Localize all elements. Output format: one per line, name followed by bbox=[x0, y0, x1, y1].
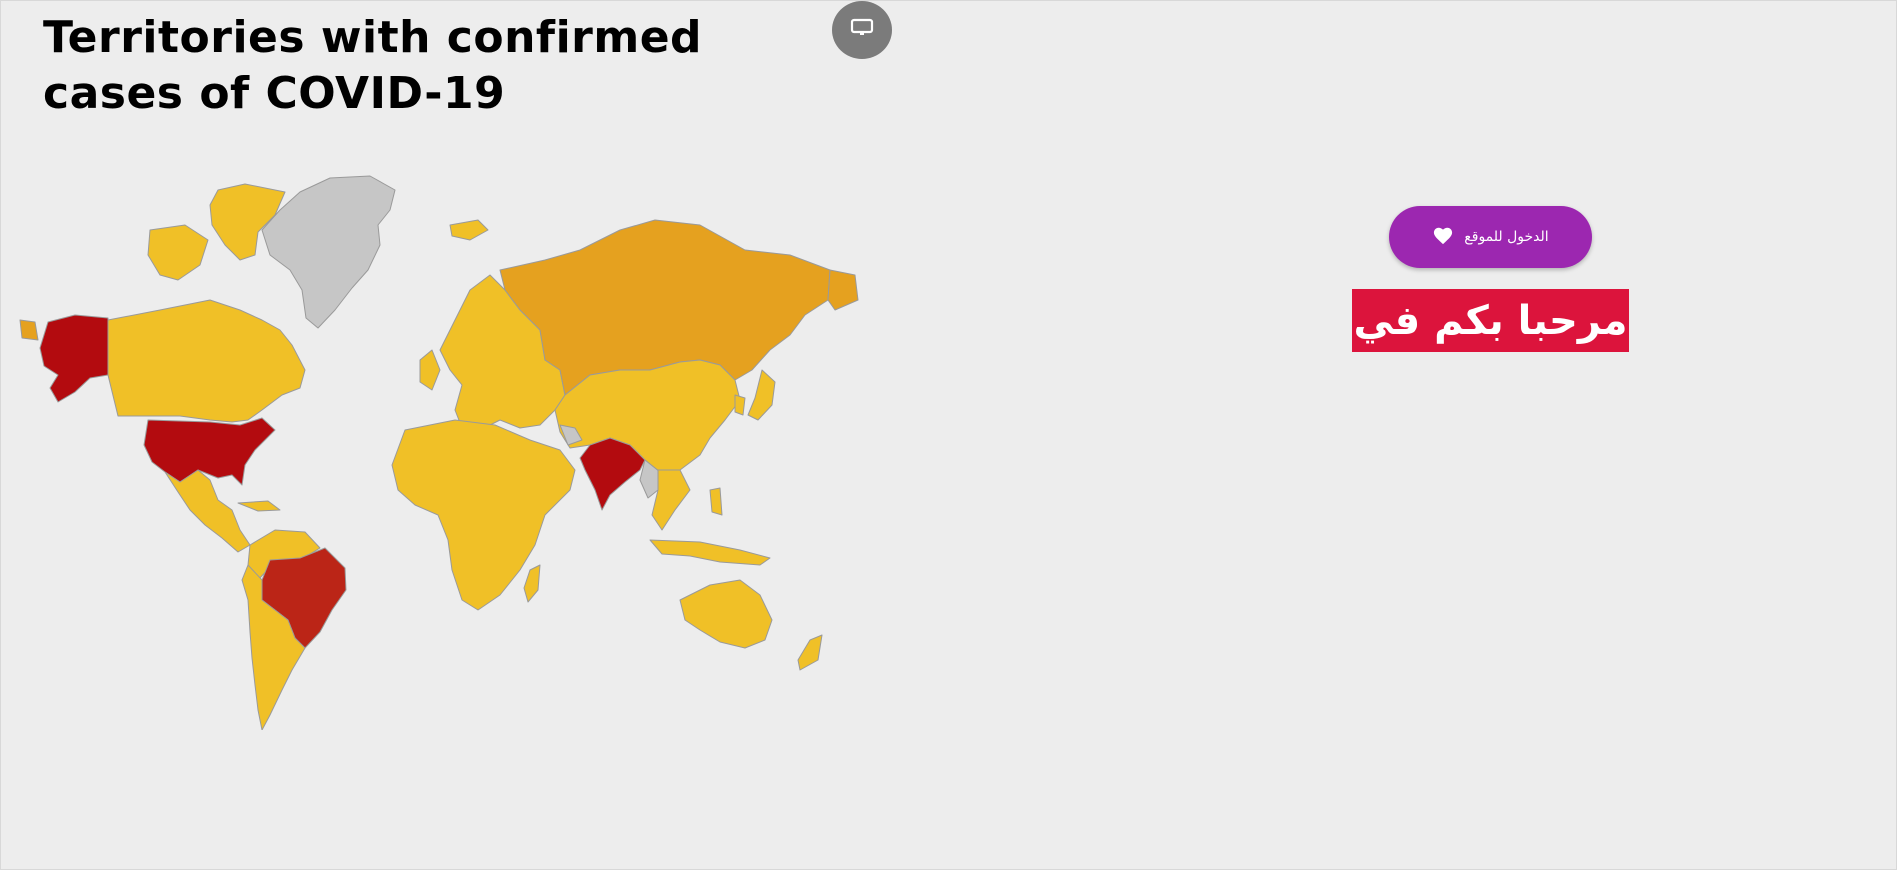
country-new-zealand[interactable] bbox=[797, 634, 823, 671]
country-united-states[interactable] bbox=[143, 417, 276, 486]
country-russia[interactable] bbox=[499, 219, 831, 396]
country-korea[interactable] bbox=[734, 394, 746, 416]
country-greenland[interactable] bbox=[261, 175, 396, 329]
country-indonesia[interactable] bbox=[649, 539, 771, 566]
country-iceland[interactable] bbox=[449, 219, 489, 241]
heart-icon bbox=[1432, 225, 1454, 249]
world-map bbox=[19, 175, 859, 730]
enter-site-label: الدخول للموقع bbox=[1464, 229, 1549, 245]
country-japan[interactable] bbox=[747, 369, 776, 421]
country-mexico[interactable] bbox=[164, 469, 251, 553]
country-canada-islands[interactable] bbox=[209, 183, 286, 261]
country-canada-islands[interactable] bbox=[147, 224, 209, 281]
country-united-kingdom[interactable] bbox=[419, 349, 441, 391]
country-russia-east[interactable] bbox=[827, 269, 859, 311]
page-title: Territories with confirmed cases of COVI… bbox=[43, 12, 703, 119]
country-alaska[interactable] bbox=[39, 314, 109, 403]
country-india[interactable] bbox=[579, 437, 646, 511]
enter-site-button[interactable]: الدخول للموقع bbox=[1389, 206, 1592, 268]
country-canada[interactable] bbox=[107, 299, 306, 423]
country-philippines[interactable] bbox=[709, 487, 723, 516]
welcome-banner: مرحبا بكم في bbox=[1352, 289, 1629, 352]
region-africa[interactable] bbox=[391, 419, 576, 611]
country-australia[interactable] bbox=[679, 579, 773, 649]
country-madagascar[interactable] bbox=[523, 564, 541, 603]
country-no-data-asia[interactable] bbox=[559, 424, 583, 446]
country-cuba[interactable] bbox=[237, 500, 281, 512]
country-alaska-west[interactable] bbox=[19, 319, 39, 341]
region-southeast-asia[interactable] bbox=[651, 469, 691, 531]
present-button[interactable] bbox=[832, 1, 892, 59]
presentation-monitor-icon bbox=[850, 18, 874, 42]
country-southern-south-america[interactable] bbox=[241, 564, 306, 730]
